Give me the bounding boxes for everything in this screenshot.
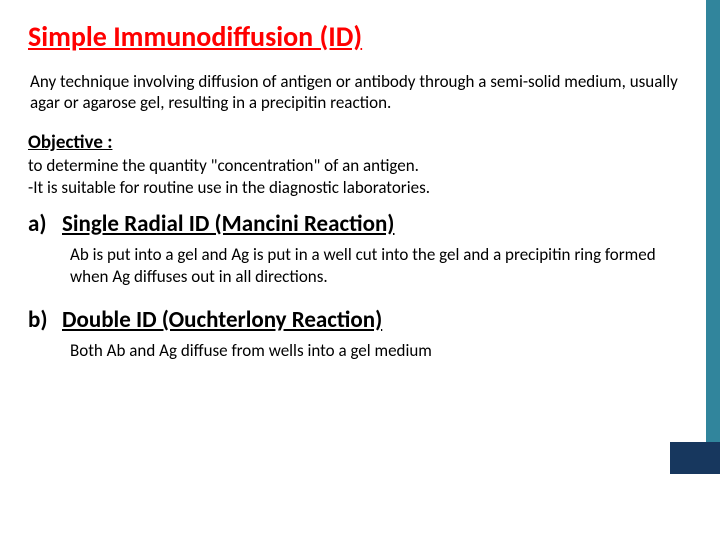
accent-bar-bottom xyxy=(670,442,720,474)
list-item: b) Double ID (Ouchterlony Reaction) xyxy=(28,306,690,334)
definition-text: Any technique involving diffusion of ant… xyxy=(28,71,690,114)
slide-title: Simple Immunodiffusion (ID) xyxy=(28,22,690,53)
list-item: a) Single Radial ID (Mancini Reaction) xyxy=(28,210,690,238)
list-letter-b: b) xyxy=(28,306,62,334)
list-heading-b: Double ID (Ouchterlony Reaction) xyxy=(62,306,382,334)
list-body-a: Ab is put into a gel and Ag is put in a … xyxy=(70,244,670,288)
objective-body: to determine the quantity "concentration… xyxy=(28,155,690,198)
slide-container: Simple Immunodiffusion (ID) Any techniqu… xyxy=(0,0,720,540)
objective-label: Objective : xyxy=(28,131,690,154)
list-letter-a: a) xyxy=(28,210,62,238)
accent-bar-top xyxy=(706,0,720,442)
list-heading-a: Single Radial ID (Mancini Reaction) xyxy=(62,210,394,238)
list-body-b: Both Ab and Ag diffuse from wells into a… xyxy=(70,340,670,362)
